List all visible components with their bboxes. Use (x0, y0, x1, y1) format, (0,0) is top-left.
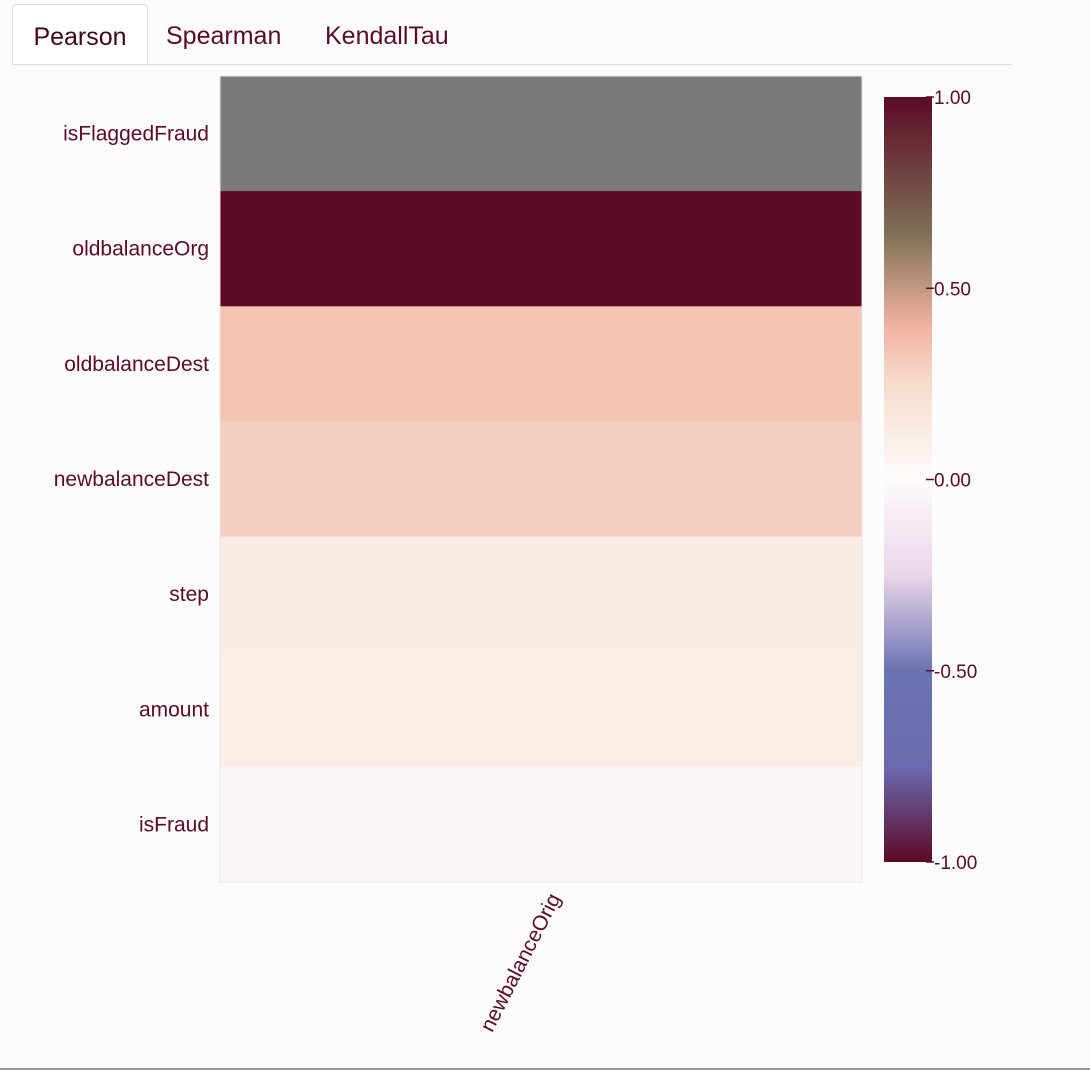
colorbar (884, 97, 932, 862)
y-tick-label: isFlaggedFraud (63, 123, 209, 146)
heatmap-cell (220, 76, 862, 192)
colorbar-tick-label: -0.50 (934, 662, 977, 683)
heatmap-cell (220, 651, 862, 768)
y-tick-label: oldbalanceDest (64, 353, 209, 376)
heatmap-border (219, 75, 863, 883)
colorbar-tick-label: 0.50 (934, 279, 971, 300)
x-tick-label: newbalanceOrig (476, 890, 565, 1036)
colorbar-tick-label: -1.00 (934, 853, 977, 874)
y-tick-label: newbalanceDest (54, 468, 209, 491)
heatmap-cell (220, 306, 862, 422)
colorbar-tick-label: 1.00 (934, 88, 971, 109)
heatmap-cell (220, 536, 862, 653)
colorbar-tick-label: 0.00 (934, 471, 971, 492)
y-tick-label: step (169, 583, 209, 606)
tab-kendalltau[interactable]: KendallTau (325, 22, 449, 50)
tab-spearman[interactable]: Spearman (166, 22, 282, 50)
heatmap-cell (220, 766, 862, 883)
bottom-divider (0, 1068, 1090, 1070)
heatmap-cell (220, 421, 862, 538)
correlation-tabs: Pearson Spearman KendallTau (12, 4, 1012, 65)
tab-pearson[interactable]: Pearson (12, 4, 148, 64)
y-tick-label: oldbalanceOrg (72, 238, 209, 261)
y-tick-label: isFraud (139, 813, 209, 836)
y-tick-label: amount (139, 698, 209, 721)
heatmap-cell (220, 191, 862, 307)
